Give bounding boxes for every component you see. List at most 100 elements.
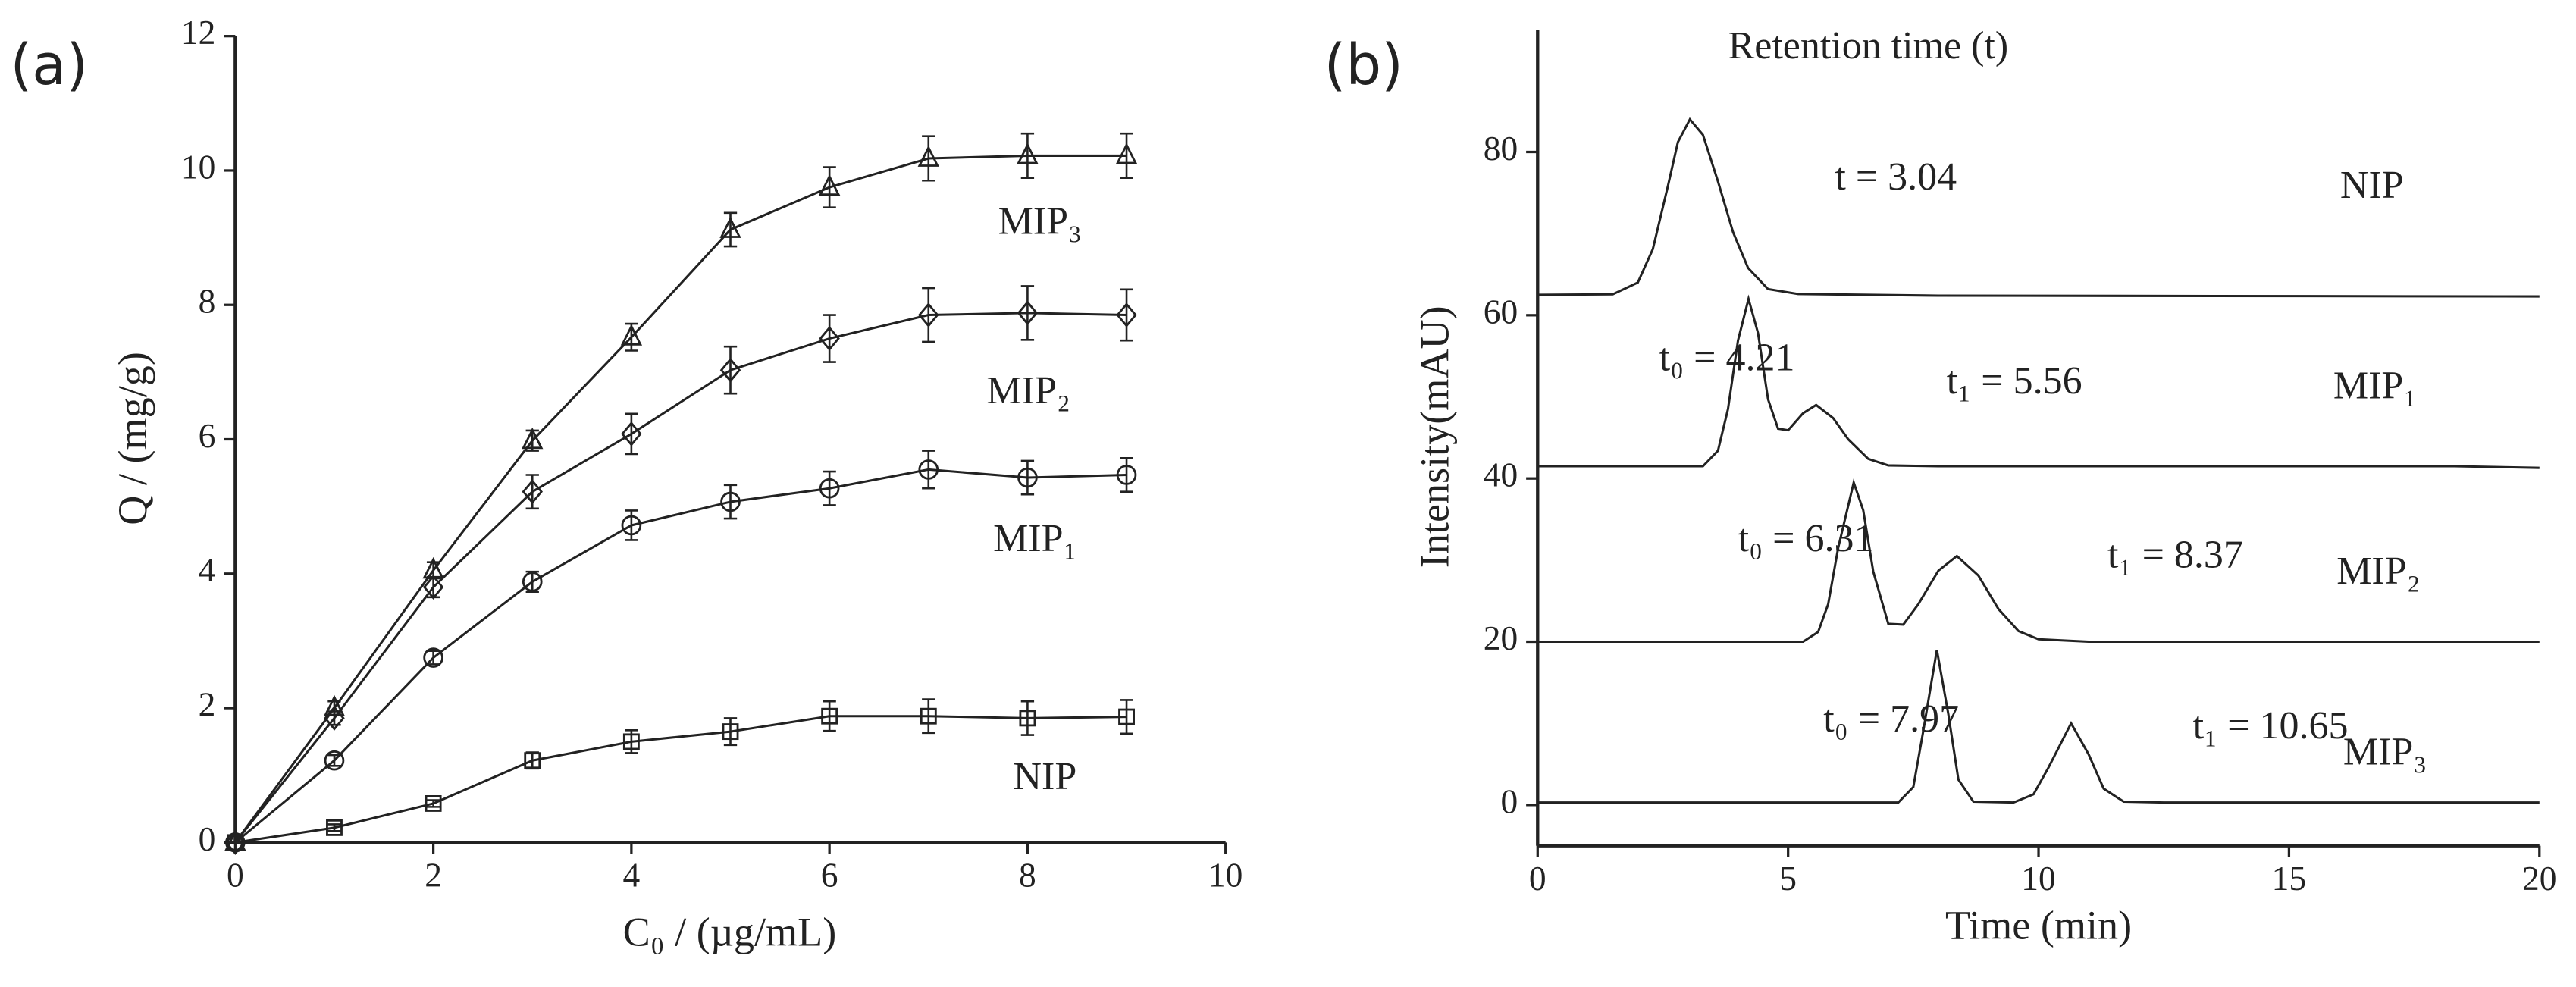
marker bbox=[720, 491, 741, 512]
series-line bbox=[1537, 650, 2540, 804]
series-label: MIP₁ bbox=[993, 517, 1077, 560]
x-tick-label: 10 bbox=[1208, 855, 1243, 894]
series-label: MIP₁ bbox=[2333, 364, 2418, 407]
marker bbox=[422, 556, 444, 579]
peak-annotation: t₀ = 7.97 bbox=[1823, 697, 1959, 741]
marker bbox=[918, 302, 939, 328]
peak-annotation: t = 3.04 bbox=[1835, 155, 1957, 199]
panel-label: (a) bbox=[11, 33, 89, 98]
marker bbox=[1017, 467, 1038, 488]
peak-annotation: t₁ = 8.37 bbox=[2107, 534, 2243, 577]
x-axis-label: Time (min) bbox=[1945, 903, 2132, 948]
series-label: MIP₂ bbox=[2336, 550, 2421, 593]
error-bar bbox=[922, 287, 935, 343]
x-tick-label: 6 bbox=[821, 855, 838, 894]
y-tick-label: 0 bbox=[1501, 782, 1518, 820]
marker bbox=[1118, 708, 1135, 725]
marker bbox=[918, 459, 939, 480]
y-tick-label: 0 bbox=[199, 819, 216, 858]
y-tick-label: 6 bbox=[199, 416, 216, 455]
error-bar bbox=[922, 135, 935, 182]
error-bar bbox=[1020, 132, 1035, 179]
marker bbox=[620, 324, 643, 346]
error-bar bbox=[1120, 457, 1133, 493]
error-bar bbox=[823, 700, 836, 732]
marker bbox=[1116, 465, 1137, 485]
marker bbox=[621, 515, 642, 536]
series-label: MIP₂ bbox=[986, 369, 1070, 412]
marker bbox=[522, 479, 543, 505]
marker bbox=[821, 707, 838, 725]
marker bbox=[719, 216, 741, 238]
y-axis-label: Q / (mg/g) bbox=[110, 352, 155, 525]
series-line bbox=[1537, 478, 2540, 644]
x-tick-label: 2 bbox=[425, 855, 442, 894]
y-tick-label: 60 bbox=[1484, 292, 1518, 331]
error-bar bbox=[1120, 288, 1133, 342]
marker bbox=[621, 421, 642, 446]
marker bbox=[522, 572, 543, 592]
peak-annotation: t₀ = 4.21 bbox=[1659, 337, 1795, 380]
marker bbox=[524, 752, 541, 769]
series-label: NIP bbox=[2340, 164, 2404, 207]
series-label: MIP₃ bbox=[998, 200, 1083, 243]
series-line bbox=[1537, 294, 2540, 469]
y-tick-label: 4 bbox=[199, 550, 216, 589]
x-tick-label: 8 bbox=[1019, 855, 1036, 894]
x-tick-label: 4 bbox=[623, 855, 641, 894]
x-tick-label: 15 bbox=[2272, 859, 2306, 898]
marker bbox=[425, 795, 442, 812]
marker bbox=[423, 647, 443, 668]
marker bbox=[920, 707, 937, 725]
series-line bbox=[235, 715, 1127, 844]
marker bbox=[1115, 142, 1138, 164]
marker bbox=[819, 478, 840, 499]
y-tick-label: 80 bbox=[1484, 129, 1518, 168]
marker bbox=[324, 750, 345, 771]
error-bar bbox=[1120, 699, 1133, 735]
error-bar bbox=[426, 799, 440, 808]
marker bbox=[522, 427, 544, 450]
error-bar bbox=[327, 823, 341, 832]
x-tick-label: 20 bbox=[2522, 859, 2556, 898]
marker bbox=[326, 819, 343, 836]
marker bbox=[224, 829, 246, 851]
error-bar bbox=[327, 754, 341, 767]
marker bbox=[422, 575, 444, 600]
error-bar bbox=[922, 698, 935, 735]
peak-annotation: t₁ = 5.56 bbox=[1947, 359, 2082, 403]
series-line bbox=[1537, 117, 2540, 298]
marker bbox=[323, 694, 346, 717]
y-tick-label: 8 bbox=[199, 282, 216, 321]
error-bar bbox=[922, 450, 935, 490]
series-label: MIP₃ bbox=[2343, 730, 2427, 773]
panel-label: (b) bbox=[1324, 33, 1403, 98]
error-bar bbox=[1120, 132, 1133, 179]
error-bar bbox=[723, 484, 738, 520]
series-line bbox=[234, 468, 1127, 844]
y-tick-label: 20 bbox=[1484, 619, 1518, 657]
series-line bbox=[234, 312, 1127, 844]
error-bar bbox=[625, 412, 638, 456]
series-label: NIP bbox=[1013, 755, 1076, 798]
error-bar bbox=[723, 717, 738, 747]
marker bbox=[622, 733, 640, 750]
marker bbox=[819, 326, 840, 352]
y-tick-label: 12 bbox=[181, 13, 215, 52]
chart-title: Retention time (t) bbox=[1728, 24, 2009, 67]
y-tick-label: 10 bbox=[181, 147, 215, 186]
x-axis-label: C₀ / (µg/mL) bbox=[623, 909, 837, 954]
x-tick-label: 0 bbox=[1529, 859, 1547, 898]
error-bar bbox=[723, 345, 738, 395]
peak-annotation: t₀ = 6.31 bbox=[1738, 517, 1874, 560]
marker bbox=[722, 723, 739, 741]
y-tick-label: 40 bbox=[1484, 456, 1518, 494]
marker bbox=[1019, 710, 1036, 727]
marker bbox=[1017, 142, 1039, 164]
marker bbox=[1116, 302, 1137, 328]
marker bbox=[224, 829, 246, 855]
x-tick-label: 10 bbox=[2021, 859, 2055, 898]
marker bbox=[818, 174, 841, 196]
